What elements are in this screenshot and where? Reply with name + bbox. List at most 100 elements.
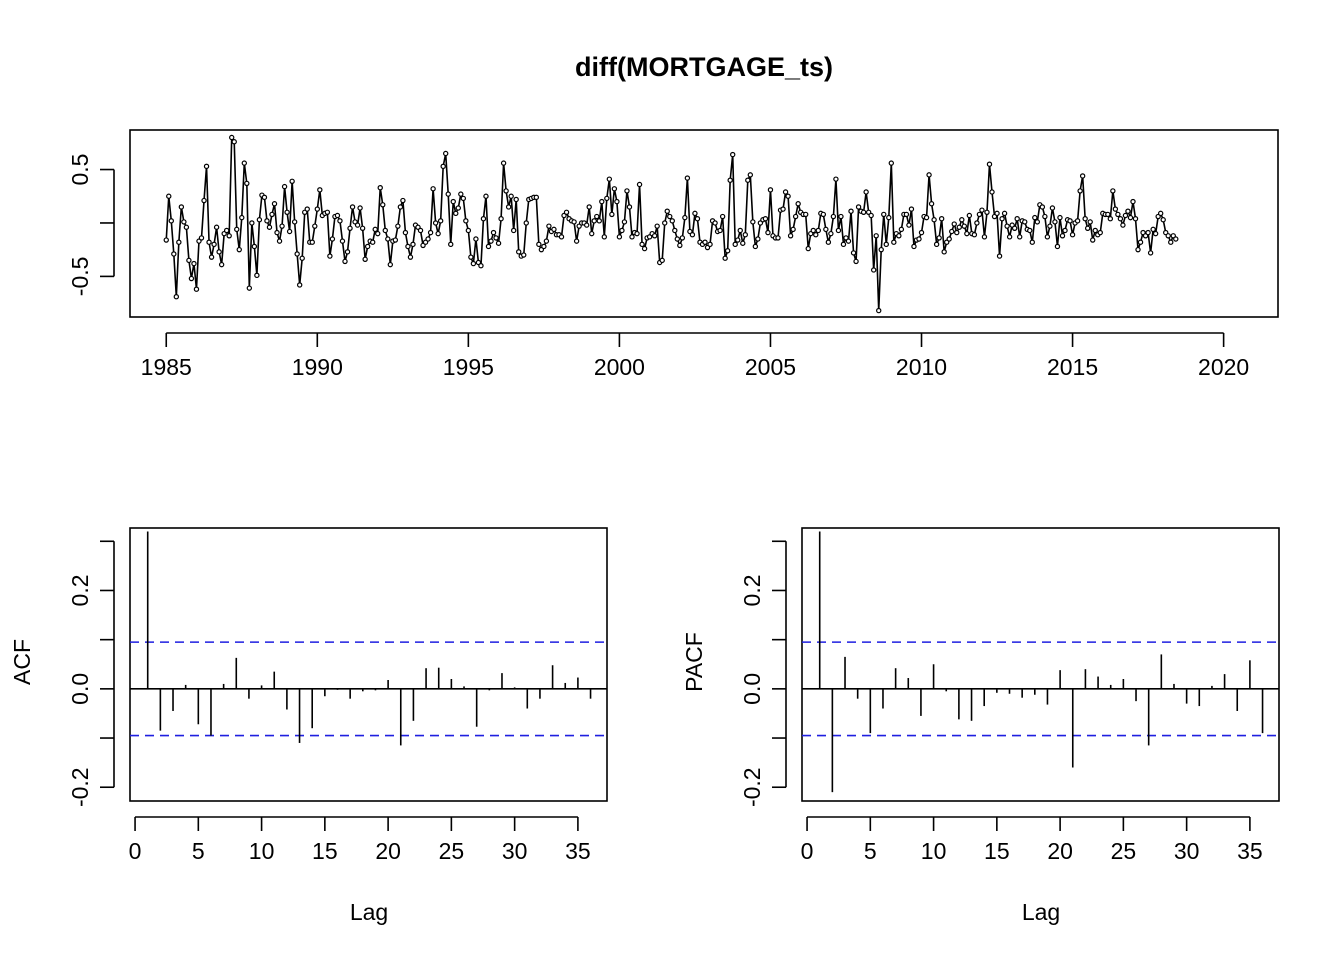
ts-data-point bbox=[261, 194, 268, 201]
ts-data-point bbox=[941, 249, 947, 255]
ts-data-point bbox=[309, 239, 315, 245]
ts-data-point bbox=[216, 249, 222, 255]
ts-data-point bbox=[435, 230, 441, 237]
acf-x-tick-label: 30 bbox=[502, 838, 528, 864]
ts-data-point bbox=[966, 212, 973, 219]
ts-data-point bbox=[523, 220, 529, 226]
ts-data-point bbox=[619, 227, 625, 234]
ts-data-point bbox=[1120, 222, 1126, 228]
ts-data-point bbox=[226, 233, 232, 239]
ts-data-point bbox=[1168, 239, 1174, 245]
ts-data-point bbox=[1157, 210, 1164, 217]
ts-data-point bbox=[606, 176, 613, 182]
ts-data-point bbox=[803, 211, 809, 218]
ts-data-point bbox=[692, 210, 698, 217]
ts-data-point bbox=[455, 205, 461, 211]
ts-data-point bbox=[1077, 188, 1083, 194]
ts-data-point bbox=[510, 227, 517, 234]
ts-data-point bbox=[1115, 211, 1121, 218]
ts-data-point bbox=[463, 218, 469, 224]
ts-data-point bbox=[443, 150, 449, 157]
ts-data-point bbox=[611, 186, 618, 192]
ts-data-point bbox=[521, 252, 527, 258]
ts-data-point bbox=[382, 227, 388, 234]
ts-data-point bbox=[1087, 219, 1093, 225]
ts-data-point bbox=[999, 215, 1005, 222]
ts-data-point bbox=[483, 193, 489, 199]
ts-data-point bbox=[936, 235, 942, 241]
ts-data-point bbox=[236, 246, 242, 253]
ts-data-point bbox=[571, 219, 577, 225]
ts-data-point bbox=[667, 213, 673, 220]
pacf-x-tick-label: 20 bbox=[1047, 838, 1073, 864]
ts-data-point bbox=[558, 234, 565, 240]
pacf-x-axis-label: Lag bbox=[1022, 899, 1060, 925]
ts-data-point bbox=[888, 160, 895, 166]
ts-data-point bbox=[375, 230, 381, 237]
ts-data-point bbox=[745, 177, 751, 183]
ts-data-point bbox=[609, 211, 615, 218]
ts-data-point bbox=[1044, 234, 1051, 240]
ts-data-point bbox=[825, 239, 832, 245]
ts-data-point bbox=[828, 230, 834, 237]
ts-data-point bbox=[176, 239, 182, 245]
ts-data-point bbox=[626, 204, 633, 210]
ts-x-tick-label: 1995 bbox=[443, 354, 494, 380]
ts-data-point bbox=[971, 232, 978, 238]
ts-data-point bbox=[440, 163, 446, 170]
ts-data-point bbox=[450, 198, 456, 205]
ts-data-point bbox=[813, 232, 819, 238]
ts-data-point bbox=[369, 239, 376, 245]
ts-data-point bbox=[775, 235, 781, 241]
ts-data-point bbox=[168, 218, 174, 224]
ts-data-point bbox=[906, 222, 912, 228]
ts-data-point bbox=[830, 213, 837, 220]
ts-data-point bbox=[191, 260, 197, 267]
ts-data-point bbox=[188, 275, 195, 282]
ts-data-point bbox=[583, 222, 590, 228]
ts-x-tick-label: 2000 bbox=[594, 354, 645, 380]
ts-data-point bbox=[737, 227, 743, 234]
ts-data-point bbox=[1082, 215, 1088, 222]
ts-data-point bbox=[377, 184, 383, 191]
ts-data-point bbox=[730, 151, 736, 158]
ts-data-point bbox=[256, 217, 263, 223]
ts-data-point bbox=[601, 234, 608, 240]
ts-data-point bbox=[289, 178, 295, 184]
ts-data-point bbox=[961, 223, 968, 229]
ts-data-point bbox=[596, 218, 602, 224]
ts-data-point bbox=[432, 220, 439, 226]
ts-data-point bbox=[347, 225, 353, 232]
ts-data-point bbox=[299, 255, 305, 261]
ts-data-point bbox=[782, 189, 789, 195]
ts-data-point bbox=[750, 219, 756, 225]
ts-data-point bbox=[918, 229, 925, 236]
ts-data-point bbox=[468, 254, 474, 260]
ts-data-point bbox=[362, 256, 368, 262]
time-series-panel: 1985 1990 1995 2000 2005 2010 2015 2020 -0.5 0.5 bbox=[67, 129, 1279, 380]
ts-data-point bbox=[780, 206, 786, 212]
ts-data-point bbox=[359, 225, 366, 232]
ts-data-point bbox=[211, 241, 217, 248]
ts-data-point bbox=[385, 236, 391, 242]
acf-y-tick-label: 0.2 bbox=[67, 574, 93, 606]
ts-data-point bbox=[747, 172, 754, 178]
ts-data-point bbox=[838, 213, 844, 220]
ts-data-point bbox=[417, 227, 424, 234]
ts-data-point bbox=[1027, 227, 1033, 234]
ts-data-point bbox=[863, 189, 869, 195]
acf-y-tick-label: -0.2 bbox=[67, 767, 93, 807]
ts-data-point bbox=[949, 228, 955, 235]
ts-data-point bbox=[513, 196, 519, 203]
ts-data-point bbox=[387, 261, 394, 268]
ts-data-point bbox=[551, 226, 557, 233]
ts-data-point bbox=[624, 188, 630, 194]
ts-data-point bbox=[938, 215, 945, 222]
ts-data-point bbox=[996, 253, 1003, 259]
ts-data-point bbox=[586, 204, 592, 210]
ts-data-point bbox=[845, 238, 852, 244]
ts-data-point bbox=[460, 195, 467, 202]
ts-data-point bbox=[621, 219, 628, 225]
ts-data-point bbox=[430, 186, 436, 192]
ts-x-tick-label: 2015 bbox=[1047, 354, 1098, 380]
